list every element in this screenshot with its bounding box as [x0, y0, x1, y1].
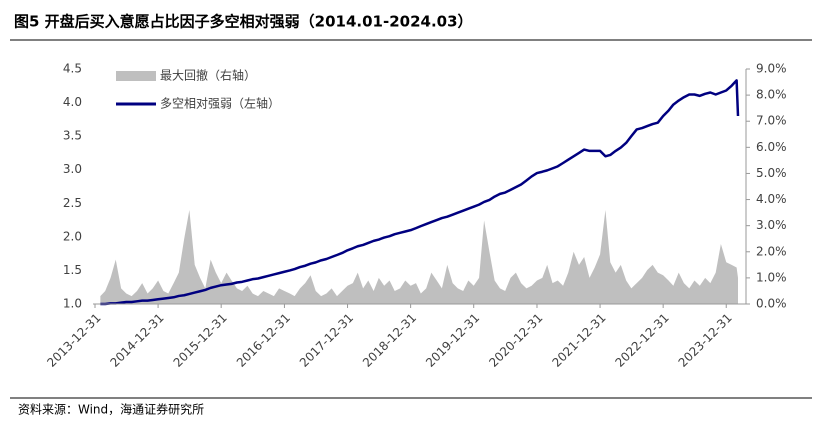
legend-swatch: [116, 71, 156, 81]
x-tick-label: 2018-12-31: [360, 311, 419, 370]
y2-tick-label: 8.0%: [756, 88, 787, 102]
y-tick-label: 4.5: [63, 62, 82, 76]
x-tick-label: 2017-12-31: [297, 311, 356, 370]
x-tick-label: 2020-12-31: [486, 311, 545, 370]
legend: 最大回撤（右轴） 多空相对强弱（左轴）: [116, 68, 280, 111]
x-tick-label: 2016-12-31: [234, 311, 293, 370]
x-tick-label: 2015-12-31: [171, 311, 230, 370]
legend-label: 多空相对强弱（左轴）: [160, 96, 280, 111]
chart-title: 图5 开盘后买入意愿占比因子多空相对强弱（2014.01-2024.03）: [14, 13, 473, 31]
y2-tick-label: 6.0%: [756, 140, 787, 154]
x-tick-label: 2013-12-31: [44, 311, 103, 370]
y-tick-label: 3.0: [63, 162, 82, 176]
y2-tick-label: 4.0%: [756, 192, 787, 206]
y2-tick-label: 9.0%: [756, 62, 787, 76]
x-tick-label: 2019-12-31: [423, 311, 482, 370]
y2-tick-label: 2.0%: [756, 244, 787, 258]
y-tick-label: 2.5: [63, 196, 82, 210]
y2-tick-label: 1.0%: [756, 270, 787, 284]
x-tick-label: 2014-12-31: [107, 311, 166, 370]
source-note: 资料来源：Wind，海通证券研究所: [18, 402, 204, 417]
y-tick-label: 1.5: [63, 263, 82, 277]
strength-line: [100, 79, 740, 306]
x-tick-label: 2022-12-31: [613, 311, 672, 370]
y2-tick-label: 7.0%: [756, 114, 787, 128]
x-tick-label: 2021-12-31: [549, 311, 608, 370]
y-tick-label: 2.0: [63, 229, 82, 243]
drawdown-area: [100, 210, 738, 304]
x-tick-label: 2023-12-31: [676, 311, 735, 370]
y-tick-label: 1.0: [63, 297, 82, 311]
y-tick-label: 3.5: [63, 129, 82, 143]
y2-tick-label: 5.0%: [756, 166, 787, 180]
y2-tick-label: 0.0%: [756, 297, 787, 311]
y2-tick-label: 3.0%: [756, 218, 787, 232]
legend-label: 最大回撤（右轴）: [160, 68, 256, 83]
y-tick-label: 4.0: [63, 95, 82, 109]
